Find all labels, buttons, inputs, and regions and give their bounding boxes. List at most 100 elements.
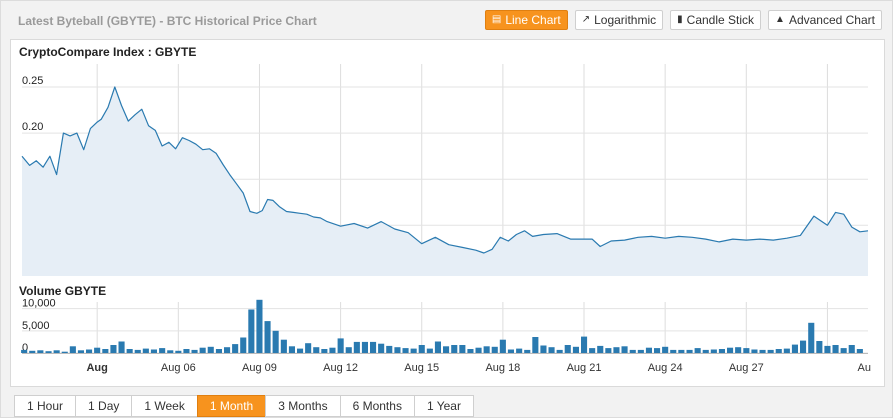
- volume-bar: [808, 322, 815, 353]
- volume-bar: [77, 350, 84, 353]
- volume-bar: [564, 345, 571, 353]
- volume-bar: [297, 348, 304, 353]
- volume-bar: [621, 346, 628, 353]
- volume-bar: [629, 349, 636, 353]
- volume-bar: [248, 309, 255, 353]
- volume-bar: [475, 347, 482, 353]
- line-chart-label: Line Chart: [505, 13, 561, 27]
- volume-bar: [824, 345, 831, 353]
- volume-bar: [710, 349, 717, 353]
- price-y-tick-label: 0.25: [22, 75, 43, 87]
- volume-bar: [394, 347, 401, 353]
- volume-bar: [37, 350, 44, 353]
- volume-bar: [126, 349, 133, 353]
- candle-stick-button[interactable]: ▮ Candle Stick: [670, 10, 762, 30]
- range-1-day-button[interactable]: 1 Day: [75, 395, 133, 417]
- x-tick-label: Au: [858, 362, 871, 374]
- volume-bar: [53, 350, 60, 353]
- volume-bar: [767, 349, 774, 353]
- range-6-months-button[interactable]: 6 Months: [339, 395, 415, 417]
- volume-bar: [86, 349, 93, 353]
- volume-bar: [167, 350, 174, 353]
- volume-bar: [386, 345, 393, 353]
- volume-y-tick-label: 10,000: [22, 298, 56, 310]
- range-1-year-button[interactable]: 1 Year: [413, 395, 474, 417]
- x-tick-label: Aug 15: [404, 362, 439, 374]
- range-1-week-button[interactable]: 1 Week: [131, 395, 198, 417]
- volume-bar: [353, 341, 360, 353]
- advanced-chart-button[interactable]: ▲ Advanced Chart: [768, 10, 882, 30]
- volume-bar: [645, 347, 652, 353]
- volume-bar: [775, 349, 782, 353]
- volume-bar: [516, 348, 523, 353]
- candle-stick-label: Candle Stick: [686, 13, 755, 27]
- volume-bar: [581, 336, 588, 353]
- volume-bar: [832, 345, 839, 353]
- volume-bar: [637, 349, 644, 353]
- volume-bar: [686, 349, 693, 353]
- area-chart-icon: ▤: [491, 14, 502, 25]
- volume-bar: [142, 348, 149, 353]
- x-tick-label: Aug 09: [242, 362, 277, 374]
- volume-bar: [110, 345, 117, 353]
- volume-bar: [605, 348, 612, 353]
- price-chart-title: CryptoCompare Index : GBYTE: [19, 45, 197, 59]
- range-3-months-button[interactable]: 3 Months: [265, 395, 341, 417]
- volume-bar: [102, 349, 109, 353]
- volume-bar: [848, 345, 855, 353]
- x-tick-label: Aug 27: [729, 362, 764, 374]
- volume-bar: [410, 348, 417, 353]
- volume-y-tick-label: 5,000: [22, 320, 50, 332]
- volume-bar: [321, 349, 328, 353]
- log-chart-icon: ↗: [581, 14, 591, 25]
- x-tick-label: Aug 12: [323, 362, 358, 374]
- volume-bar: [678, 349, 685, 353]
- volume-chart-title: Volume GBYTE: [19, 284, 107, 298]
- volume-bar: [418, 345, 425, 353]
- volume-bar: [402, 348, 409, 353]
- volume-bar: [743, 348, 750, 353]
- volume-bar: [759, 349, 766, 353]
- volume-bar: [288, 346, 295, 353]
- volume-bar: [199, 347, 206, 353]
- volume-bar: [159, 348, 166, 353]
- volume-bar: [524, 349, 531, 353]
- logarithmic-label: Logarithmic: [594, 13, 657, 27]
- volume-bar: [345, 347, 352, 353]
- volume-bar: [702, 349, 709, 353]
- volume-bar: [232, 344, 239, 353]
- volume-bar: [800, 340, 807, 353]
- chart-title: Latest Byteball (GBYTE) - BTC Historical…: [18, 14, 317, 28]
- logarithmic-button[interactable]: ↗ Logarithmic: [574, 10, 664, 30]
- volume-bar: [118, 341, 125, 353]
- volume-bar: [499, 339, 506, 353]
- volume-bar: [434, 341, 441, 353]
- volume-bar: [816, 341, 823, 353]
- range-1-month-button[interactable]: 1 Month: [196, 395, 267, 417]
- volume-bar: [791, 344, 798, 353]
- volume-bar: [191, 349, 198, 353]
- volume-bar: [94, 347, 101, 353]
- volume-bar: [183, 349, 190, 353]
- volume-bar: [548, 347, 555, 353]
- volume-bar: [175, 350, 182, 353]
- volume-bar: [840, 348, 847, 353]
- time-range-selector: 1 Hour 1 Day 1 Week 1 Month 3 Months 6 M…: [14, 395, 474, 417]
- volume-bar: [467, 349, 474, 353]
- volume-bar: [313, 347, 320, 353]
- volume-bar: [280, 339, 287, 353]
- x-tick-label: Aug: [86, 362, 107, 374]
- volume-bar: [215, 349, 222, 353]
- volume-bar: [532, 337, 539, 353]
- volume-bar: [654, 348, 661, 353]
- line-chart-button[interactable]: ▤ Line Chart: [484, 10, 568, 30]
- range-1-hour-button[interactable]: 1 Hour: [14, 395, 77, 417]
- volume-bar: [150, 349, 157, 353]
- volume-bar: [370, 341, 377, 353]
- volume-bar: [207, 346, 214, 353]
- price-y-tick-label: 0.20: [22, 121, 43, 133]
- x-tick-label: Aug 21: [567, 362, 602, 374]
- volume-bar: [451, 345, 458, 353]
